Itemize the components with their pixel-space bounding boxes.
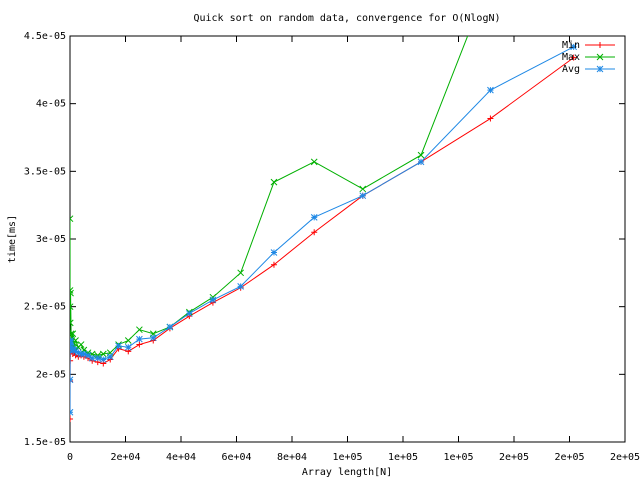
y-tick-label: 3.5e-05 (24, 166, 66, 177)
y-axis-label: time[ms] (7, 215, 18, 263)
data-point (70, 289, 74, 297)
data-point (72, 337, 79, 344)
data-point (106, 353, 114, 361)
data-point (166, 323, 174, 331)
legend-label: Min (562, 40, 580, 51)
chart-title: Quick sort on random data, convergence f… (193, 13, 500, 24)
data-point (570, 43, 578, 51)
data-point (136, 326, 143, 334)
data-point (311, 229, 318, 236)
data-point (270, 178, 278, 186)
data-point (70, 337, 74, 344)
data-point (80, 350, 88, 358)
data-point (136, 341, 143, 348)
data-point (77, 341, 85, 348)
legend-marker (596, 53, 604, 61)
data-point (124, 337, 132, 344)
y-tick-label: 2e-05 (36, 369, 66, 380)
x-tick-label: 6e+04 (221, 452, 251, 463)
data-point (487, 86, 494, 94)
data-point (237, 269, 245, 277)
data-point (487, 115, 494, 122)
legend-label: Max (562, 52, 580, 63)
data-point (99, 356, 107, 363)
x-tick-label: 1e+05 (332, 452, 362, 463)
data-point (359, 185, 367, 193)
data-point (72, 347, 79, 355)
data-point (417, 151, 425, 159)
legend-label: Avg (562, 64, 580, 75)
data-point (70, 408, 74, 416)
data-point (99, 350, 107, 358)
data-point (124, 343, 132, 351)
data-point (115, 342, 122, 350)
y-tick-label: 3e-05 (36, 234, 66, 245)
series-line (70, 46, 574, 413)
data-point (94, 354, 102, 362)
data-point (70, 330, 77, 338)
plot-area (70, 36, 578, 422)
x-tick-label: 0 (67, 452, 73, 463)
x-tick-label: 2e+05 (610, 452, 640, 463)
x-axis-label: Array length[N] (302, 467, 392, 478)
x-tick-label: 4e+04 (166, 452, 196, 463)
data-point (270, 249, 278, 256)
x-tick-label: 1e+05 (388, 452, 418, 463)
plot-frame (69, 35, 626, 443)
legend-marker (596, 65, 604, 73)
x-tick-label: 8e+04 (277, 452, 307, 463)
y-tick-label: 4e-05 (36, 99, 66, 110)
data-point (570, 54, 577, 61)
data-point (70, 287, 74, 294)
y-tick-label: 1.5e-05 (24, 437, 66, 448)
data-point (310, 213, 318, 221)
data-point (70, 319, 74, 327)
data-point (310, 158, 318, 166)
x-tick-label: 2e+05 (554, 452, 584, 463)
data-point (70, 415, 74, 422)
data-point (88, 354, 96, 362)
data-point (74, 349, 82, 357)
legend-marker (597, 42, 603, 48)
data-point (70, 215, 74, 223)
data-point (70, 330, 75, 338)
x-tick-label: 2e+05 (499, 452, 529, 463)
data-point (359, 192, 367, 200)
data-point (149, 334, 157, 342)
data-point (70, 303, 74, 311)
data-point (185, 310, 193, 317)
x-tick-label: 1e+05 (443, 452, 473, 463)
data-point (417, 158, 425, 166)
data-point (84, 352, 92, 359)
data-point (209, 296, 217, 304)
data-point (70, 376, 74, 384)
data-point (136, 335, 143, 343)
y-tick-label: 2.5e-05 (24, 302, 66, 313)
series-line (70, 36, 469, 356)
x-tick-label: 2e+04 (110, 452, 140, 463)
y-tick-label: 4.5e-05 (24, 31, 66, 42)
series-line (70, 57, 574, 419)
data-point (237, 283, 245, 290)
data-point (270, 261, 277, 268)
